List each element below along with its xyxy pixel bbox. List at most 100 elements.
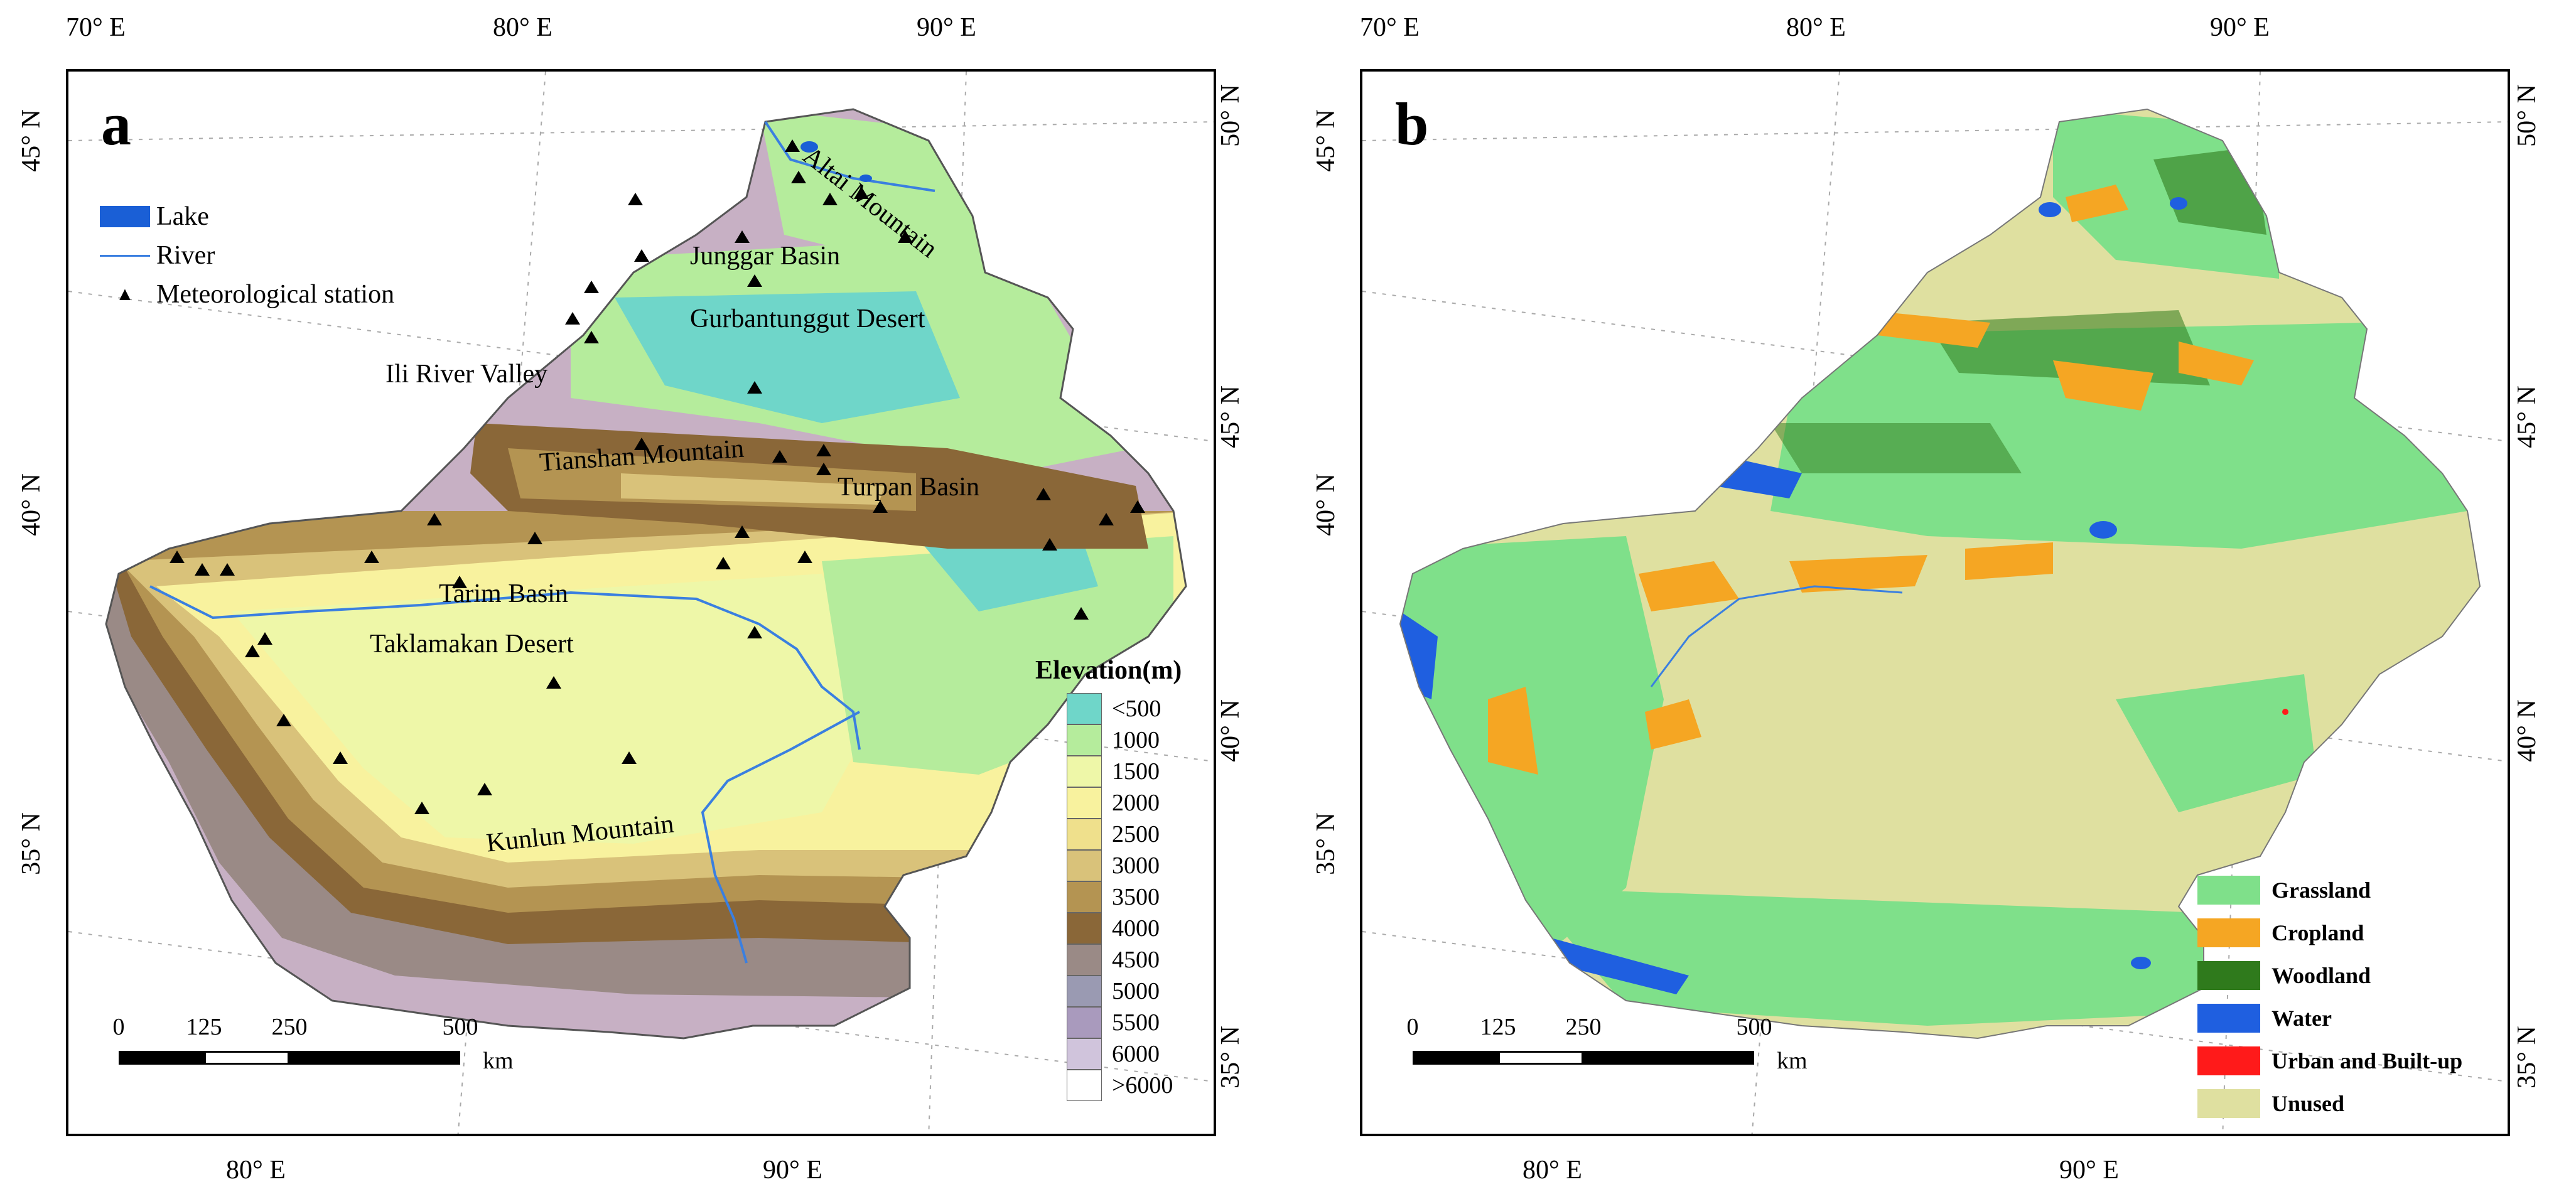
scale-tick: 0 xyxy=(112,1014,125,1040)
lon-label-bottom-90: 90° E xyxy=(763,1156,822,1185)
river-line xyxy=(100,254,150,257)
place-label-tarim: Tarim Basin xyxy=(439,579,568,608)
lat-label-right-40: 40° N xyxy=(1215,699,1245,762)
lat-label-left-35-b: 35° N xyxy=(1311,812,1340,875)
legend-item-station: ▲ Meteorological station xyxy=(116,280,395,309)
elevation-legend-row: 2000 xyxy=(1067,787,1182,819)
place-label-gurbantunggut: Gurbantunggut Desert xyxy=(690,304,925,333)
region-boundary xyxy=(1399,108,2481,1040)
elevation-class-label: 3000 xyxy=(1112,852,1160,879)
elevation-class-label: 2000 xyxy=(1112,790,1160,816)
legend-item-unused: Unused xyxy=(2197,1082,2462,1125)
elevation-swatch xyxy=(1067,881,1102,913)
legend-item-lake: Lake xyxy=(94,197,394,236)
scale-tick: 250 xyxy=(1565,1014,1602,1040)
elevation-class-label: 5000 xyxy=(1112,978,1160,1004)
lat-label-right-50: 50° N xyxy=(1215,84,1245,147)
elevation-swatch xyxy=(1067,787,1102,819)
lon-label-top-90-b: 90° E xyxy=(2210,13,2270,42)
elevation-class-label: 6000 xyxy=(1112,1041,1160,1067)
cropland-swatch xyxy=(2197,918,2260,947)
map-legend: Lake River ▲ Meteorological station xyxy=(94,197,394,314)
lon-label-bottom-80-b: 80° E xyxy=(1522,1156,1582,1185)
elevation-legend-row: 5000 xyxy=(1067,976,1182,1007)
elevation-legend-row: 4500 xyxy=(1067,944,1182,976)
unused-swatch xyxy=(2197,1089,2260,1118)
legend-item-water: Water xyxy=(2197,997,2462,1040)
lakes xyxy=(800,141,872,182)
rivers xyxy=(1650,585,1903,687)
elevation-legend-row: 3000 xyxy=(1067,850,1182,881)
elevation-swatch xyxy=(1067,1070,1102,1101)
elevation-legend-row: 4000 xyxy=(1067,913,1182,944)
elevation-swatch xyxy=(1067,1038,1102,1070)
lon-label-bottom-90-b: 90° E xyxy=(2059,1156,2119,1185)
lon-label-top-70-b: 70° E xyxy=(1360,13,1420,42)
elevation-swatch xyxy=(1067,1007,1102,1038)
woodland-swatch xyxy=(2197,961,2260,990)
elevation-map-panel: a Lake River ▲ Meteorological station Al… xyxy=(66,69,1216,1136)
elevation-class-label: >6000 xyxy=(1112,1072,1173,1099)
scale-segment xyxy=(204,1051,289,1065)
lon-label-top-70: 70° E xyxy=(66,13,126,42)
scale-segment xyxy=(289,1051,460,1065)
scale-tick: 0 xyxy=(1406,1014,1419,1040)
place-label-turpan: Turpan Basin xyxy=(838,473,979,502)
scale-unit: km xyxy=(1777,1048,1808,1074)
elevation-class-label: 2500 xyxy=(1112,821,1160,847)
legend-item-river: River xyxy=(94,236,394,275)
grassland-swatch xyxy=(2197,876,2260,905)
elevation-legend-row: 1500 xyxy=(1067,756,1182,787)
lat-label-left-35: 35° N xyxy=(16,812,46,875)
scale-tick: 125 xyxy=(1480,1014,1516,1040)
lake-swatch xyxy=(100,206,150,227)
region-boundary xyxy=(105,108,1187,1040)
elevation-legend-row: 1000 xyxy=(1067,724,1182,756)
lon-label-bottom-80: 80° E xyxy=(226,1156,286,1185)
lat-label-right-45: 45° N xyxy=(1215,385,1245,448)
landuse-legend: Grassland Cropland Woodland Water Urban … xyxy=(2197,869,2462,1125)
scale-tick: 125 xyxy=(186,1014,222,1040)
place-label-junggar: Junggar Basin xyxy=(690,242,841,271)
elevation-swatch xyxy=(1067,693,1102,724)
water-swatch xyxy=(2197,1004,2260,1033)
elevation-legend-row: <500 xyxy=(1067,693,1182,724)
elevation-class-label: 4500 xyxy=(1112,947,1160,973)
lat-label-right-35: 35° N xyxy=(1215,1026,1245,1089)
elevation-legend-rows: <500 1000 1500 2000 2500 3000 3500 4000 4500 5000… xyxy=(1067,693,1182,1101)
elevation-class-label: 3500 xyxy=(1112,884,1160,910)
elevation-legend-row: 5500 xyxy=(1067,1007,1182,1038)
scale-bar-a: 0 125 250 500 km xyxy=(113,1013,514,1089)
lat-label-left-45-b: 45° N xyxy=(1311,109,1340,172)
legend-item-grassland: Grassland xyxy=(2197,869,2462,911)
elevation-class-label: 4000 xyxy=(1112,915,1160,942)
rivers xyxy=(149,121,935,964)
elevation-legend-row: 6000 xyxy=(1067,1038,1182,1070)
scale-segment xyxy=(1498,1051,1583,1065)
elevation-legend-row: 2500 xyxy=(1067,819,1182,850)
legend-item-woodland: Woodland xyxy=(2197,954,2462,997)
scale-bar-b: 0 125 250 500 km xyxy=(1407,1013,1808,1089)
scale-segment xyxy=(119,1051,204,1065)
elevation-legend-row: >6000 xyxy=(1067,1070,1182,1101)
lat-label-right-45-b: 45° N xyxy=(2512,385,2541,448)
panel-label-a: a xyxy=(101,90,131,158)
scale-tick: 250 xyxy=(271,1014,308,1040)
panel-label-b: b xyxy=(1395,90,1429,158)
elevation-class-label: 1500 xyxy=(1112,758,1160,785)
scale-segment xyxy=(1413,1051,1498,1065)
lat-label-right-40-b: 40° N xyxy=(2512,699,2541,762)
elevation-swatch xyxy=(1067,850,1102,881)
lat-label-left-40-b: 40° N xyxy=(1311,473,1340,536)
legend-item-urban: Urban and Built-up xyxy=(2197,1040,2462,1082)
scale-tick: 500 xyxy=(1736,1014,1772,1040)
scale-unit: km xyxy=(483,1048,514,1074)
elevation-swatch xyxy=(1067,976,1102,1007)
lat-label-left-40: 40° N xyxy=(16,473,46,536)
elevation-map xyxy=(68,72,1214,1134)
meteorological-stations xyxy=(170,139,1145,814)
elevation-legend: Elevation(m) <500 1000 1500 2000 2500 3000 350… xyxy=(1035,655,1182,1101)
lon-label-top-80: 80° E xyxy=(493,13,552,42)
lon-label-top-80-b: 80° E xyxy=(1786,13,1846,42)
elevation-legend-title: Elevation(m) xyxy=(1035,656,1182,685)
